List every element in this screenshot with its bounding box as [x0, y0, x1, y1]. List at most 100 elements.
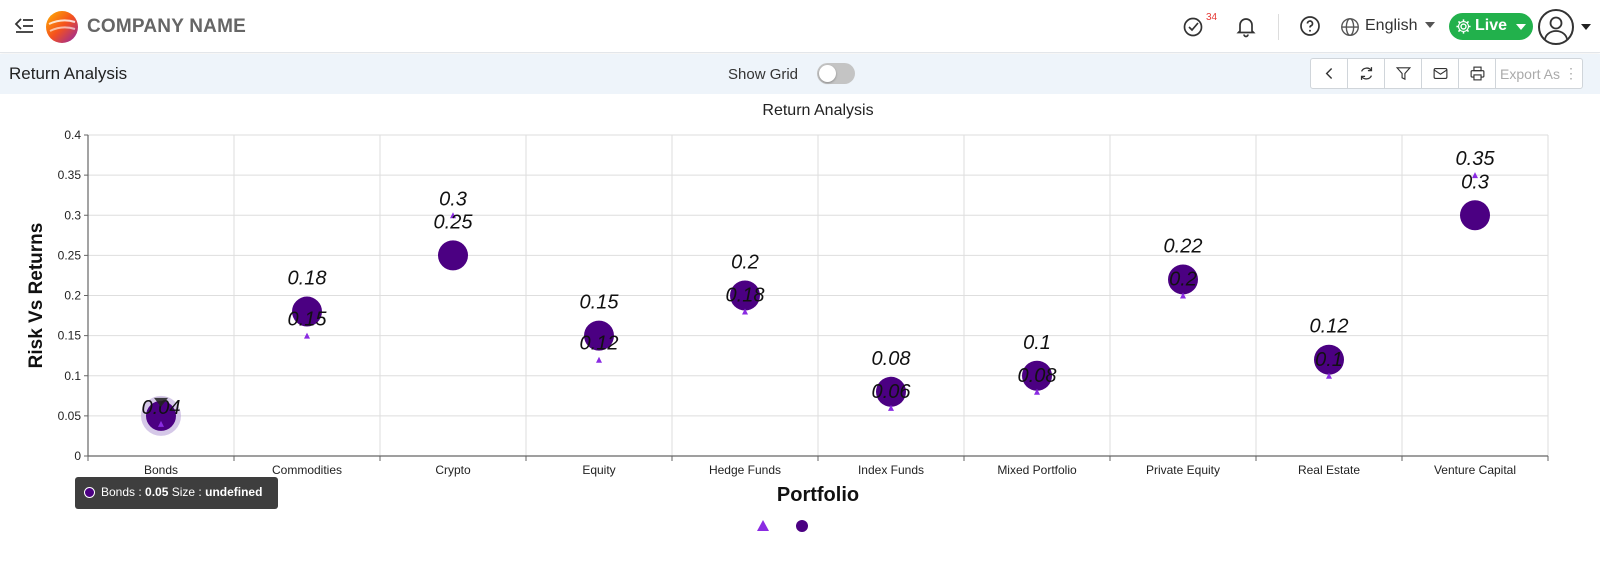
triangle-point — [888, 404, 894, 411]
globe-icon[interactable] — [1339, 16, 1361, 38]
show-grid-toggle[interactable] — [817, 63, 855, 84]
bubble-data-label: 0.22 — [1164, 235, 1203, 257]
gear-icon — [1456, 19, 1471, 34]
triangle-point — [1472, 172, 1478, 179]
triangle-point — [1326, 372, 1332, 379]
x-tick-label: Real Estate — [1298, 463, 1360, 477]
tooltip-size-label: Size : — [171, 485, 202, 499]
bubble-point — [1022, 360, 1052, 391]
triangle-data-label: 0.15 — [288, 309, 328, 331]
filter-button[interactable] — [1385, 59, 1422, 88]
bubble-point — [146, 400, 176, 431]
toggle-knob — [819, 65, 836, 82]
task-count-badge: 34 — [1206, 12, 1218, 23]
email-button[interactable] — [1422, 59, 1459, 88]
chart-tooltip: Bonds : 0.05 Size : undefined — [75, 477, 278, 509]
bubble-point — [730, 280, 760, 311]
bubble-point — [876, 376, 906, 407]
back-button[interactable] — [1311, 59, 1348, 88]
bubble-point — [438, 240, 468, 271]
y-tick-label: 0 — [74, 449, 81, 463]
live-mode-button[interactable]: Live — [1449, 13, 1533, 40]
refresh-button[interactable] — [1348, 59, 1385, 88]
tooltip-size-value: undefined — [205, 485, 263, 499]
x-tick-label: Venture Capital — [1434, 463, 1516, 477]
bubble-data-label: 0.3 — [1461, 171, 1489, 193]
show-grid-label: Show Grid — [728, 66, 799, 83]
x-tick-label: Bonds — [144, 463, 178, 477]
export-more-icon: ⋮ — [1563, 65, 1578, 81]
bubble-data-label: 0.1 — [1023, 332, 1051, 354]
x-axis-title: Portfolio — [777, 484, 859, 506]
page-subheader: Return Analysis Show Grid Export As ⋮ — [0, 54, 1600, 94]
tooltip-value: 0.05 — [145, 485, 169, 499]
bubble-point — [292, 296, 322, 327]
live-label: Live — [1475, 17, 1508, 34]
x-tick-label: Equity — [582, 463, 615, 477]
triangle-data-label: 0.08 — [1018, 365, 1057, 387]
x-tick-label: Mixed Portfolio — [997, 463, 1077, 477]
triangle-data-label: 0.18 — [726, 285, 765, 307]
page-title: Return Analysis — [9, 64, 128, 83]
y-tick-label: 0.25 — [58, 248, 82, 262]
bell-icon[interactable] — [1234, 14, 1258, 38]
bubble-point — [1460, 200, 1490, 231]
tooltip-marker-icon — [84, 487, 95, 498]
tooltip-category: Bonds — [101, 485, 136, 499]
x-tick-label: Crypto — [435, 463, 471, 477]
triangle-data-label: 0.2 — [1169, 269, 1197, 291]
tooltip-separator: : — [135, 485, 146, 499]
user-avatar-icon[interactable] — [1538, 9, 1574, 45]
x-tick-label: Hedge Funds — [709, 463, 781, 477]
language-caret-icon[interactable] — [1425, 22, 1435, 28]
bubble-point — [1168, 264, 1198, 295]
bubble-data-label: 0.18 — [288, 268, 327, 290]
triangle-data-label: 0.04 — [142, 397, 181, 419]
live-caret-icon — [1516, 24, 1526, 30]
y-tick-label: 0.15 — [58, 329, 82, 343]
company-logo[interactable] — [45, 10, 79, 44]
triangle-point — [742, 308, 748, 315]
chart-toolbar: Export As ⋮ — [1310, 58, 1583, 89]
legend-triangle-marker — [757, 520, 769, 531]
user-menu-caret-icon[interactable] — [1581, 24, 1591, 30]
bubble-data-label: 0.15 — [580, 292, 620, 314]
legend-bubble-marker — [796, 520, 808, 532]
triangle-point — [450, 212, 456, 219]
top-header: COMPANY NAME 34 English Live — [0, 0, 1600, 53]
bubble-data-label: 0.2 — [731, 252, 759, 274]
scatter-chart: Return Analysis00.050.10.150.20.250.30.3… — [26, 102, 1549, 532]
y-tick-label: 0.05 — [58, 409, 82, 423]
triangle-data-label: 0.06 — [872, 381, 912, 403]
tasks-check-icon[interactable] — [1182, 14, 1206, 38]
triangle-data-label: 0.35 — [1456, 148, 1496, 170]
chart-title: Return Analysis — [762, 102, 873, 119]
chart-panel: Return Analysis 0 0.05 0.1 0.15 0.2 0.25 0.3 0.3… — [14, 94, 1592, 566]
triangle-data-label: 0.12 — [580, 333, 619, 355]
y-tick-label: 0.3 — [64, 208, 81, 222]
header-divider — [1278, 14, 1279, 40]
export-as-button[interactable]: Export As ⋮ — [1496, 59, 1582, 88]
triangle-point — [158, 420, 164, 427]
refresh-icon — [1360, 67, 1372, 80]
mail-icon — [1433, 67, 1447, 80]
bubble-data-label: 0.12 — [1310, 316, 1349, 338]
language-selector[interactable]: English — [1365, 17, 1418, 34]
print-button[interactable] — [1459, 59, 1496, 88]
y-tick-label: 0.4 — [64, 128, 81, 142]
triangle-point — [596, 356, 602, 363]
company-name: COMPANY NAME — [87, 16, 246, 37]
export-as-label: Export As — [1500, 65, 1560, 82]
tooltip-caret — [154, 397, 168, 407]
help-icon[interactable] — [1298, 14, 1322, 38]
bubble-point — [1314, 344, 1344, 375]
print-icon — [1470, 66, 1484, 81]
x-tick-label: Index Funds — [858, 463, 924, 477]
y-tick-label: 0.2 — [64, 289, 81, 303]
y-tick-label: 0.1 — [64, 369, 81, 383]
triangle-data-label: 0.3 — [439, 188, 467, 210]
menu-collapse-icon[interactable] — [12, 14, 36, 38]
filter-icon — [1395, 67, 1411, 81]
triangle-data-label: 0.1 — [1315, 349, 1343, 371]
bubble-data-label: 0.08 — [872, 348, 911, 370]
